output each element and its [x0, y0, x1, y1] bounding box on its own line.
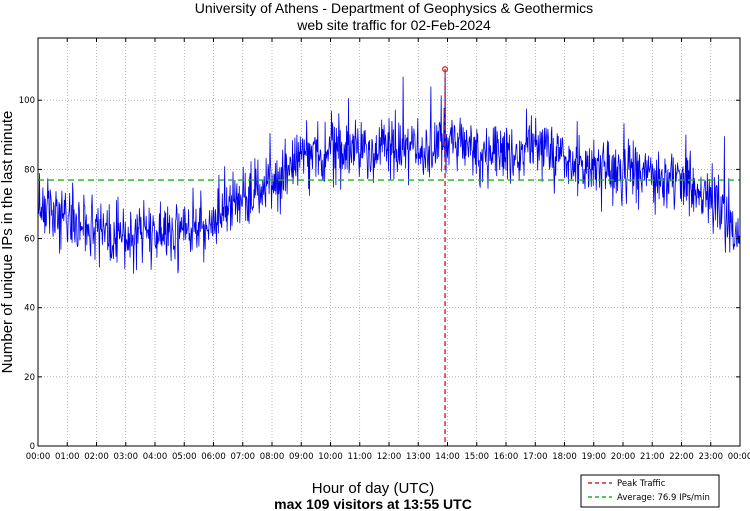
max-visitors-note: max 109 visitors at 13:55 UTC	[274, 496, 472, 511]
legend-average-label: Average: 76.9 IPs/min	[617, 493, 710, 503]
x-tick-label: 12:00	[377, 452, 402, 462]
y-axis-label: Number of unique IPs in the last minute	[0, 111, 16, 374]
x-tick-label: 02:00	[84, 452, 109, 462]
x-tick-label: 19:00	[582, 452, 607, 462]
traffic-line	[37, 69, 740, 274]
y-tick-label: 20	[24, 373, 35, 383]
y-tick-label: 40	[24, 304, 35, 314]
x-tick-label: 01:00	[55, 452, 80, 462]
traffic-series	[37, 69, 740, 274]
x-axis-label: Hour of day (UTC)	[312, 480, 435, 497]
y-tick-label: 80	[24, 165, 35, 175]
x-tick-label: 21:00	[640, 452, 665, 462]
x-tick-label: 10:00	[318, 452, 343, 462]
x-tick-label: 03:00	[114, 452, 139, 462]
x-tick-label: 22:00	[669, 452, 694, 462]
chart-subtitle: web site traffic for 02-Feb-2024	[296, 17, 491, 33]
x-tick-label: 13:00	[406, 452, 431, 462]
x-tick-label: 08:00	[260, 452, 285, 462]
x-tick-label: 00:00	[728, 452, 750, 462]
x-tick-label: 17:00	[523, 452, 548, 462]
y-tick-label: 60	[24, 235, 35, 245]
x-axis-ticks: 00:00 01:00 02:00 03:00 04:00 05:00 06:00 07:00…	[26, 38, 750, 462]
x-tick-label: 11:00	[348, 452, 373, 462]
peak-point	[442, 66, 449, 73]
x-tick-label: 06:00	[201, 452, 226, 462]
y-tick-label: 0	[30, 442, 35, 452]
y-axis-ticks: 0 20 40 60 80 100	[19, 96, 740, 452]
x-tick-label: 23:00	[699, 452, 724, 462]
x-tick-label: 16:00	[494, 452, 519, 462]
x-tick-label: 18:00	[552, 452, 577, 462]
legend-box	[580, 474, 720, 508]
legend-peak-label: Peak Traffic	[617, 479, 666, 489]
x-tick-label: 20:00	[611, 452, 636, 462]
x-tick-label: 04:00	[143, 452, 168, 462]
peak-marker-group	[442, 66, 449, 446]
x-tick-label: 05:00	[172, 452, 197, 462]
x-tick-label: 00:00	[26, 452, 51, 462]
y-tick-label: 100	[19, 96, 35, 106]
legend: Peak Traffic Average: 76.9 IPs/min	[580, 474, 720, 508]
chart-title: University of Athens - Department of Geo…	[195, 0, 593, 16]
x-tick-label: 15:00	[465, 452, 490, 462]
x-tick-label: 14:00	[435, 452, 460, 462]
x-tick-label: 07:00	[231, 452, 256, 462]
x-tick-label: 09:00	[289, 452, 314, 462]
